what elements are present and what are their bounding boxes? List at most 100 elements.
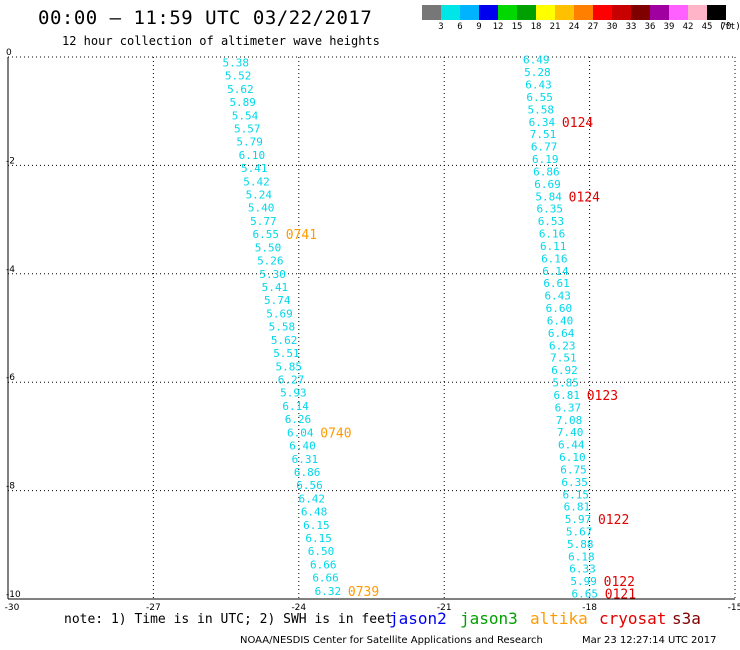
wave-height-label: 6.26 <box>285 413 312 426</box>
pass-time-label: 0123 <box>587 389 618 404</box>
legend-tick-label: 21 <box>549 22 561 32</box>
wave-height-label: 7.51 <box>550 352 577 365</box>
legend-swatch <box>460 5 479 20</box>
legend-tick-label: 9 <box>476 22 482 32</box>
legend-swatch <box>650 5 669 20</box>
wave-height-label: 6.35 <box>561 476 588 489</box>
legend-swatch <box>422 5 441 20</box>
legend-tick-label: 27 <box>587 22 599 32</box>
legend-tick-label: 70 <box>720 22 732 32</box>
wave-height-label: 6.34 <box>529 116 556 129</box>
wave-height-label: 7.08 <box>556 414 583 427</box>
wave-height-label: 6.42 <box>299 492 326 505</box>
pass-time-label: 0122 <box>604 575 635 590</box>
wave-height-label: 6.86 <box>533 165 560 178</box>
pass-time-label: 0124 <box>562 116 593 131</box>
wave-height-label: 5.28 <box>524 66 551 79</box>
wave-height-label: 6.35 <box>537 203 564 216</box>
wave-height-label: 6.16 <box>541 252 568 265</box>
wave-height-label: 5.62 <box>227 83 254 96</box>
wave-height-label: 5.69 <box>266 307 293 320</box>
wave-height-label: 6.48 <box>301 506 328 519</box>
wave-height-label: 6.19 <box>532 153 559 166</box>
wave-height-label: 6.15 <box>562 488 589 501</box>
legend-swatch <box>517 5 536 20</box>
pass-time-label: 0124 <box>569 190 600 205</box>
chart-subtitle: 12 hour collection of altimeter wave hei… <box>62 34 380 48</box>
wave-height-label: 5.85 <box>552 377 579 390</box>
wave-height-label: 6.32 <box>315 585 342 598</box>
legend-swatch <box>555 5 574 20</box>
y-tick-label: -6 <box>6 373 15 383</box>
footnote: note: 1) Time is in UTC; 2) SWH is in fe… <box>64 612 393 627</box>
y-tick-label: -10 <box>6 590 21 600</box>
pass-time-label: 0121 <box>605 588 636 603</box>
wave-height-label: 5.84 <box>535 190 562 203</box>
wave-height-label: 5.58 <box>269 321 296 334</box>
credit-line: NOAA/NESDIS Center for Satellite Applica… <box>240 635 543 646</box>
chart-title: 00:00 – 11:59 UTC 03/22/2017 <box>38 7 373 29</box>
wave-height-label: 6.40 <box>289 440 316 453</box>
wave-height-label: 5.58 <box>528 103 555 116</box>
legend-tick-label: 3 <box>438 22 444 32</box>
wave-height-label: 5.40 <box>248 202 275 215</box>
x-tick-label: -18 <box>582 603 597 613</box>
pass-time-label: 0741 <box>286 228 317 243</box>
wave-height-label: 6.56 <box>296 479 323 492</box>
wave-height-label: 6.14 <box>542 265 569 278</box>
wave-height-label: 5.57 <box>234 122 261 135</box>
wave-height-label: 6.66 <box>310 558 337 571</box>
wave-height-label: 5.74 <box>264 294 291 307</box>
wave-height-label: 6.18 <box>568 550 595 563</box>
wave-height-label: 6.66 <box>312 572 339 585</box>
legend-swatch <box>669 5 688 20</box>
legend-swatch <box>707 5 726 20</box>
wave-height-label: 5.51 <box>273 347 300 360</box>
x-tick-label: -30 <box>5 603 20 613</box>
wave-height-label: 5.77 <box>250 215 277 228</box>
wave-height-label: 6.65 <box>572 588 599 601</box>
y-tick-label: 0 <box>6 48 12 58</box>
wave-height-label: 6.81 <box>564 501 591 514</box>
wave-height-label: 5.54 <box>232 109 259 122</box>
wave-height-label: 6.69 <box>534 178 561 191</box>
wave-height-label: 6.27 <box>278 373 305 386</box>
wave-height-label: 6.55 <box>526 91 553 104</box>
satellite-jason2: jason2 <box>389 609 447 628</box>
wave-height-label: 6.53 <box>538 215 565 228</box>
legend-tick-label: 15 <box>511 22 523 32</box>
wave-height-label: 6.15 <box>305 532 332 545</box>
wave-height-label: 6.44 <box>558 439 585 452</box>
wave-height-label: 5.30 <box>259 268 286 281</box>
legend-tick-label: 42 <box>682 22 694 32</box>
satellite-jason3: jason3 <box>460 609 518 628</box>
satellite-altika: altika <box>530 609 588 628</box>
wave-height-label: 6.04 <box>287 426 314 439</box>
wave-height-label: 6.64 <box>548 327 575 340</box>
wave-height-label: 6.23 <box>549 339 576 352</box>
wave-height-label: 5.99 <box>570 575 597 588</box>
wave-height-label: 6.31 <box>292 453 319 466</box>
color-legend-ticks: 3 6 9 12 15 18 21 24 27 30 33 36 39 42 45 70 (ft) <box>422 22 740 34</box>
legend-tick-label: 30 <box>606 22 618 32</box>
wave-height-label: 5.89 <box>229 96 256 109</box>
wave-height-label: 6.43 <box>525 79 552 92</box>
legend-swatch <box>498 5 517 20</box>
wave-height-label: 5.62 <box>271 334 298 347</box>
timestamp: Mar 23 12:27:14 UTC 2017 <box>582 635 717 646</box>
legend-swatch <box>593 5 612 20</box>
wave-height-label: 6.50 <box>308 545 335 558</box>
wave-height-label: 5.88 <box>567 538 594 551</box>
wave-height-label: 6.10 <box>559 451 586 464</box>
pass-time-label: 0739 <box>348 585 379 600</box>
y-tick-label: -8 <box>6 482 15 492</box>
wave-height-label: 5.50 <box>255 241 282 254</box>
wave-height-label: 5.52 <box>225 70 252 83</box>
legend-swatch <box>612 5 631 20</box>
wave-height-label: 5.97 <box>565 513 592 526</box>
legend-swatch <box>574 5 593 20</box>
wave-height-label: 6.15 <box>303 519 330 532</box>
legend-tick-label: 45 <box>701 22 713 32</box>
wave-height-label: 6.81 <box>553 389 580 402</box>
pass-time-label: 0122 <box>598 513 629 528</box>
